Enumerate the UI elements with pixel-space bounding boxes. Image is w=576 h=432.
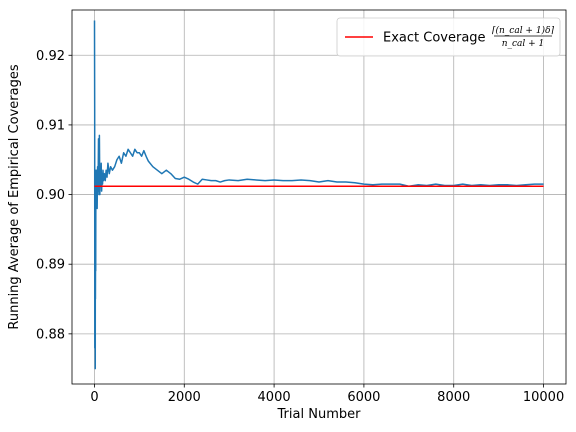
y-tick-label: 0.92 bbox=[36, 49, 65, 64]
grid bbox=[72, 10, 566, 384]
legend-box bbox=[336, 17, 561, 57]
x-tick-label: 0 bbox=[90, 390, 98, 405]
y-axis-label: Running Average of Empirical Coverages bbox=[7, 64, 22, 329]
y-tick-label: 0.88 bbox=[36, 327, 65, 342]
series-layer bbox=[93, 20, 544, 370]
y-axis-ticks: 0.88 0.89 0.90 0.91 0.92 bbox=[36, 49, 72, 342]
x-tick-label: 10000 bbox=[523, 390, 564, 405]
legend: Exact Coverage ⌈(n_cal + 1)δ⌉ n_cal + 1 bbox=[336, 17, 561, 57]
running-average-line bbox=[93, 20, 544, 370]
x-tick-label: 2000 bbox=[168, 390, 201, 405]
x-tick-label: 4000 bbox=[258, 390, 291, 405]
x-tick-label: 6000 bbox=[347, 390, 380, 405]
legend-fraction-numerator: ⌈(n_cal + 1)δ⌉ bbox=[492, 25, 555, 36]
plot-frame bbox=[71, 9, 567, 385]
x-axis-label: Trial Number bbox=[277, 407, 362, 422]
legend-fraction-denominator: n_cal + 1 bbox=[502, 39, 545, 49]
legend-label: Exact Coverage bbox=[383, 31, 486, 46]
x-axis-ticks: 0 2000 4000 6000 8000 10000 bbox=[90, 384, 564, 405]
x-tick-label: 8000 bbox=[437, 390, 470, 405]
y-tick-label: 0.89 bbox=[36, 258, 65, 273]
y-tick-label: 0.90 bbox=[36, 188, 65, 203]
y-tick-label: 0.91 bbox=[36, 118, 65, 133]
